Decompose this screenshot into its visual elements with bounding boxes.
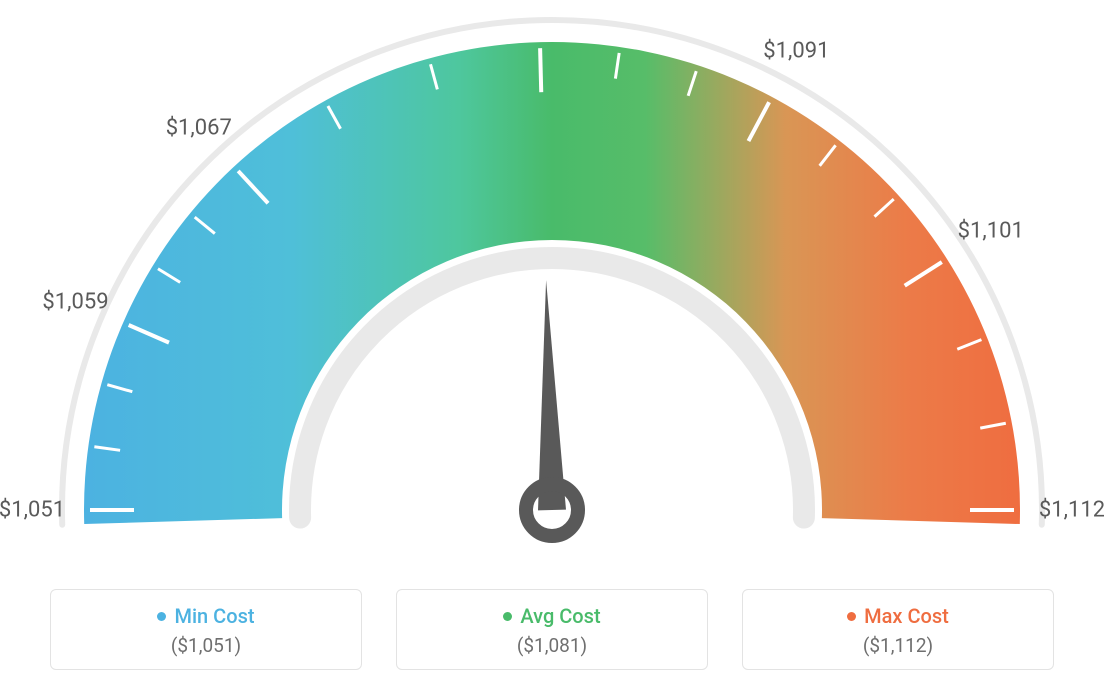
- gauge-tick-label: $1,059: [42, 289, 108, 314]
- gauge-tick-label: $1,081: [506, 0, 572, 3]
- legend-card-avg: Avg Cost ($1,081): [396, 589, 708, 670]
- legend-label-avg: Avg Cost: [520, 604, 600, 628]
- legend-card-min: Min Cost ($1,051): [50, 589, 362, 670]
- gauge-svg: [0, 0, 1104, 560]
- legend-title-avg: Avg Cost: [503, 604, 600, 628]
- legend-value-min: ($1,051): [51, 634, 361, 657]
- legend-label-min: Min Cost: [174, 604, 254, 628]
- legend-card-max: Max Cost ($1,112): [742, 589, 1054, 670]
- legend-dot-min: [157, 612, 166, 621]
- gauge-tick-label: $1,067: [166, 116, 232, 141]
- legend-title-min: Min Cost: [157, 604, 254, 628]
- legend-dot-max: [847, 612, 856, 621]
- gauge-area: $1,051 $1,059 $1,067 $1,081 $1,091 $1,101 $1,1…: [0, 0, 1104, 560]
- gauge-tick-label: $1,091: [763, 39, 829, 64]
- gauge-chart-container: $1,051 $1,059 $1,067 $1,081 $1,091 $1,101 $1,1…: [0, 0, 1104, 690]
- legend-row: Min Cost ($1,051) Avg Cost ($1,081) Max …: [0, 589, 1104, 670]
- legend-dot-avg: [503, 612, 512, 621]
- legend-label-max: Max Cost: [864, 604, 949, 628]
- legend-value-max: ($1,112): [743, 634, 1053, 657]
- legend-title-max: Max Cost: [847, 604, 949, 628]
- legend-value-avg: ($1,081): [397, 634, 707, 657]
- gauge-tick-label: $1,051: [0, 498, 65, 523]
- gauge-tick-label: $1,112: [1039, 498, 1104, 523]
- gauge-tick-label: $1,101: [958, 218, 1024, 243]
